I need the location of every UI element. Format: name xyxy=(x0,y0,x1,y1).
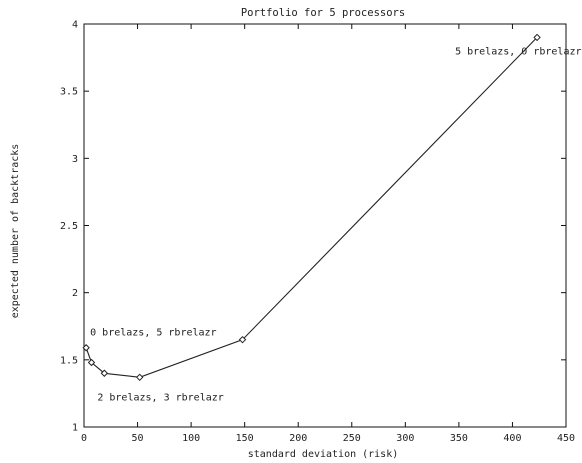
chart-title: Portfolio for 5 processors xyxy=(241,7,405,19)
data-point xyxy=(238,335,247,344)
x-ticks: 0 50 100 150 200 250 300 350 400 450 xyxy=(81,24,575,444)
data-point xyxy=(533,33,541,42)
y-tick-label: 1 xyxy=(72,423,78,434)
x-tick-label: 450 xyxy=(557,433,575,444)
plot-area: 0 50 100 150 200 250 300 350 400 450 1 1.5 2 2.5 3 3.5… xyxy=(60,20,582,445)
x-tick-label: 150 xyxy=(236,433,254,444)
y-tick-label: 3.5 xyxy=(60,87,78,98)
y-axis-label: expected number of backtracks xyxy=(10,144,21,319)
x-tick-label: 250 xyxy=(343,433,361,444)
data-points xyxy=(82,33,541,382)
data-point xyxy=(82,344,90,352)
y-tick-label: 1.5 xyxy=(60,355,78,366)
x-tick-label: 400 xyxy=(503,433,521,444)
y-tick-label: 2.5 xyxy=(60,221,78,232)
x-tick-label: 0 xyxy=(81,433,87,444)
y-tick-label: 2 xyxy=(72,288,78,299)
x-tick-label: 100 xyxy=(182,433,200,444)
data-point xyxy=(135,373,144,382)
point-annotation: 0 brelazs, 5 rbrelazr xyxy=(90,328,216,339)
y-tick-label: 4 xyxy=(72,20,78,31)
x-tick-label: 350 xyxy=(450,433,468,444)
annotations: 0 brelazs, 5 rbrelazr 2 brelazs, 3 rbrela… xyxy=(90,46,581,403)
x-tick-label: 300 xyxy=(396,433,414,444)
y-ticks: 1 1.5 2 2.5 3 3.5 4 xyxy=(60,20,566,434)
point-annotation: 2 brelazs, 3 rbrelazr xyxy=(97,392,223,403)
y-tick-label: 3 xyxy=(72,154,78,165)
x-axis-label: standard deviation (risk) xyxy=(248,449,399,460)
data-point xyxy=(100,369,109,377)
point-annotation: 5 brelazs, 0 rbrelazr xyxy=(455,46,581,57)
x-tick-label: 200 xyxy=(289,433,307,444)
x-tick-label: 50 xyxy=(132,433,144,444)
data-point xyxy=(87,358,96,367)
